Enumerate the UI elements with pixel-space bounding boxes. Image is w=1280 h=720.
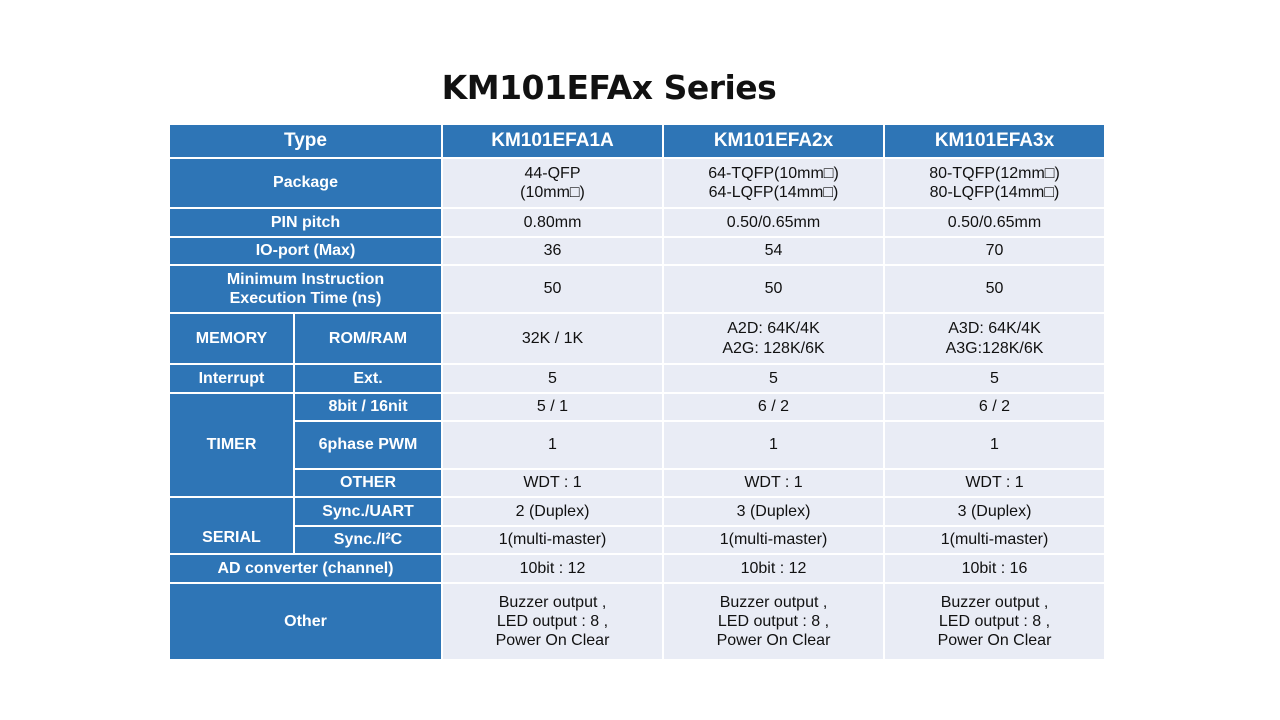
- cell-package-c1: 44-QFP (10mm□): [441, 157, 664, 209]
- cell-other-c2: Buzzer output , LED output : 8 , Power O…: [662, 582, 885, 661]
- table-row: TIMER 8bit / 16nit 5 / 1 6 / 2 6 / 2: [168, 392, 1106, 498]
- cell-line: LED output : 8 ,: [938, 612, 1051, 630]
- cell-timer-pwm-c2: 1: [662, 420, 885, 470]
- cell-line: Power On Clear: [716, 632, 831, 650]
- table-row: Package 44-QFP (10mm□) 64-TQFP(10mm□) 64…: [168, 157, 1106, 209]
- row-label-io-port: IO-port (Max): [168, 236, 443, 266]
- cell-memory-c2: A2D: 64K/4K A2G: 128K/6K: [662, 312, 885, 365]
- cell-timer-pwm-c1: 1: [441, 420, 664, 470]
- table-row: Minimum Instruction Execution Time (ns) …: [168, 264, 1106, 314]
- group-label-serial: SERIAL: [168, 496, 295, 555]
- cell-line: LED output : 8 ,: [496, 612, 609, 630]
- table-row: Sync./I²C 1(multi-master) 1(multi-master…: [169, 525, 1106, 555]
- group-label-memory: MEMORY: [168, 312, 295, 365]
- cell-line: 64-LQFP(14mm□): [708, 184, 839, 201]
- row-label-package: Package: [168, 157, 443, 209]
- row-label-other: Other: [168, 582, 443, 661]
- header-col1: KM101EFA1A: [441, 123, 664, 159]
- cell-serial-uart-c2: 3 (Duplex): [662, 496, 885, 527]
- cell-line: 80-LQFP(14mm□): [929, 184, 1060, 201]
- cell-line: Buzzer output ,: [719, 593, 828, 611]
- cell-io-port-c3: 70: [883, 236, 1106, 266]
- table-row: AD converter (channel) 10bit : 12 10bit …: [168, 553, 1106, 584]
- cell-ad-c3: 10bit : 16: [883, 553, 1106, 584]
- row-label-ext: Ext.: [293, 363, 443, 394]
- label-line: Minimum Instruction: [226, 270, 385, 288]
- cell-timer-bit-c2: 6 / 2: [662, 392, 885, 422]
- cell-line: Power On Clear: [937, 632, 1052, 650]
- table-row: Other Buzzer output , LED output : 8 , P…: [168, 582, 1106, 661]
- table-row: SERIAL Sync./UART 2 (Duplex) 3 (Duplex) …: [168, 496, 1106, 555]
- cell-line: A2D: 64K/4K: [727, 320, 820, 338]
- group-label-timer: TIMER: [168, 392, 295, 498]
- cell-package-c2: 64-TQFP(10mm□) 64-LQFP(14mm□): [662, 157, 885, 209]
- cell-other-c1: Buzzer output , LED output : 8 , Power O…: [441, 582, 664, 661]
- cell-pin-pitch-c2: 0.50/0.65mm: [662, 207, 885, 238]
- cell-line: A3G:128K/6K: [945, 339, 1044, 357]
- cell-interrupt-c1: 5: [441, 363, 664, 394]
- row-label-6phase-pwm: 6phase PWM: [293, 420, 443, 470]
- header-type: Type: [168, 123, 443, 159]
- spec-table: Type KM101EFA1A KM101EFA2x KM101EFA3x Pa…: [168, 123, 1106, 661]
- cell-serial-i2c-c1: 1(multi-master): [441, 525, 664, 555]
- cell-timer-other-c3: WDT : 1: [883, 468, 1106, 498]
- row-label-8bit-16nit: 8bit / 16nit: [293, 392, 443, 422]
- cell-timer-other-c2: WDT : 1: [662, 468, 885, 498]
- cell-interrupt-c2: 5: [662, 363, 885, 394]
- cell-io-port-c2: 54: [662, 236, 885, 266]
- cell-serial-i2c-c3: 1(multi-master): [883, 525, 1106, 555]
- row-label-timer-other: OTHER: [293, 468, 443, 498]
- cell-memory-c1: 32K / 1K: [441, 312, 664, 365]
- table-row: IO-port (Max) 36 54 70: [168, 236, 1106, 266]
- row-label-sync-i2c: Sync./I²C: [293, 525, 443, 555]
- label-line: Execution Time (ns): [229, 290, 382, 307]
- cell-line: 80-TQFP(12mm□): [929, 164, 1060, 182]
- row-label-rom-ram: ROM/RAM: [293, 312, 443, 365]
- cell-timer-bit-c1: 5 / 1: [441, 392, 664, 422]
- cell-line: Power On Clear: [495, 632, 610, 650]
- cell-min-instr-c2: 50: [662, 264, 885, 314]
- header-col2: KM101EFA2x: [662, 123, 885, 159]
- header-col3: KM101EFA3x: [883, 123, 1106, 159]
- row-label-ad-converter: AD converter (channel): [168, 553, 443, 584]
- table-row: OTHER WDT : 1 WDT : 1 WDT : 1: [169, 468, 1106, 498]
- row-label-min-instruction: Minimum Instruction Execution Time (ns): [168, 264, 443, 314]
- cell-io-port-c1: 36: [441, 236, 664, 266]
- table-row: 6phase PWM 1 1 1: [169, 420, 1106, 470]
- cell-serial-uart-c3: 3 (Duplex): [883, 496, 1106, 527]
- cell-line: (10mm□): [520, 184, 585, 201]
- cell-timer-other-c1: WDT : 1: [441, 468, 664, 498]
- cell-pin-pitch-c3: 0.50/0.65mm: [883, 207, 1106, 238]
- table-header-row: Type KM101EFA1A KM101EFA2x KM101EFA3x: [168, 123, 1106, 159]
- table-row: PIN pitch 0.80mm 0.50/0.65mm 0.50/0.65mm: [168, 207, 1106, 238]
- cell-timer-bit-c3: 6 / 2: [883, 392, 1106, 422]
- cell-ad-c2: 10bit : 12: [662, 553, 885, 584]
- cell-pin-pitch-c1: 0.80mm: [441, 207, 664, 238]
- cell-min-instr-c3: 50: [883, 264, 1106, 314]
- cell-line: Buzzer output ,: [940, 593, 1049, 611]
- page-title: KM101EFAx Series: [441, 68, 777, 107]
- cell-line: 44-QFP: [524, 164, 581, 182]
- cell-line: Buzzer output ,: [498, 593, 607, 611]
- cell-package-c3: 80-TQFP(12mm□) 80-LQFP(14mm□): [883, 157, 1106, 209]
- cell-memory-c3: A3D: 64K/4K A3G:128K/6K: [883, 312, 1106, 365]
- cell-line: 64-TQFP(10mm□): [708, 164, 839, 182]
- cell-interrupt-c3: 5: [883, 363, 1106, 394]
- cell-line: LED output : 8 ,: [717, 612, 830, 630]
- cell-serial-i2c-c2: 1(multi-master): [662, 525, 885, 555]
- cell-other-c3: Buzzer output , LED output : 8 , Power O…: [883, 582, 1106, 661]
- table-row: Interrupt Ext. 5 5 5: [168, 363, 1106, 394]
- cell-serial-uart-c1: 2 (Duplex): [441, 496, 664, 527]
- cell-ad-c1: 10bit : 12: [441, 553, 664, 584]
- row-label-pin-pitch: PIN pitch: [168, 207, 443, 238]
- table-row: MEMORY ROM/RAM 32K / 1K A2D: 64K/4K A2G:…: [168, 312, 1106, 365]
- cell-line: A3D: 64K/4K: [948, 320, 1041, 338]
- cell-timer-pwm-c3: 1: [883, 420, 1106, 470]
- cell-min-instr-c1: 50: [441, 264, 664, 314]
- row-label-sync-uart: Sync./UART: [293, 496, 443, 527]
- cell-line: A2G: 128K/6K: [722, 339, 825, 357]
- group-label-interrupt: Interrupt: [168, 363, 295, 394]
